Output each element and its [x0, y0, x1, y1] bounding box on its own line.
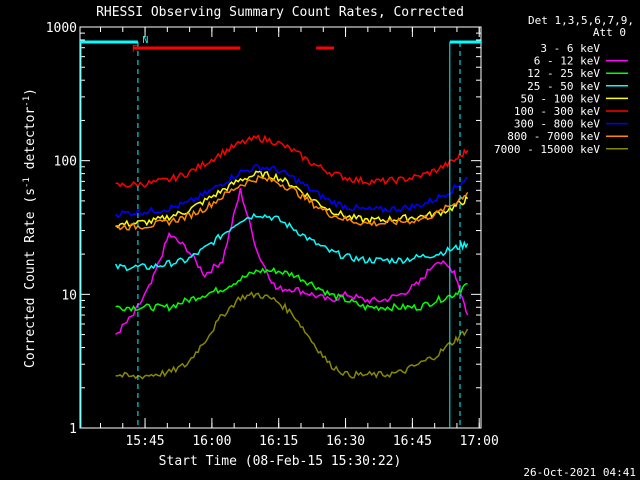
chart-title: RHESSI Observing Summary Count Rates, Co… — [96, 5, 464, 20]
series-layer — [114, 134, 469, 380]
x-axis: 15:45 16:00 16:15 16:30 16:45 17:00 — [99, 27, 499, 449]
x-tick-label: 15:45 — [125, 434, 164, 449]
series-line-0 — [115, 214, 469, 311]
night-marker: N — [142, 35, 148, 46]
legend-entry-label: 12 - 25 keV — [527, 67, 600, 80]
x-tick-label: 16:00 — [192, 434, 231, 449]
legend-entry-label: 100 - 300 keV — [514, 105, 600, 118]
y-axis: 1 10 100 1000 — [46, 21, 481, 437]
series-line-6 — [115, 163, 468, 218]
series-line-3 — [114, 212, 469, 272]
series-line-5 — [115, 134, 469, 189]
x-tick-label: 16:30 — [326, 434, 365, 449]
overlay-layer: FN — [80, 35, 481, 428]
legend-entry-label: 6 - 12 keV — [534, 55, 601, 68]
legend-header-line-1: Det 1,3,5,6,7,9, — [528, 14, 634, 27]
series-line-2 — [115, 266, 468, 313]
x-tick-label: 16:15 — [259, 434, 298, 449]
timestamp: 26-Oct-2021 04:41 — [523, 466, 636, 479]
flare-marker: F — [132, 44, 138, 55]
y-tick-label: 10 — [61, 288, 77, 303]
y-tick-label: 1000 — [46, 21, 77, 36]
series-line-4 — [115, 170, 469, 229]
x-tick-label: 17:00 — [460, 434, 499, 449]
legend-entry-label: 300 - 800 keV — [514, 118, 600, 131]
series-line-8 — [115, 291, 469, 380]
legend-entry-label: 800 - 7000 keV — [507, 130, 600, 143]
x-tick-label: 16:45 — [393, 434, 432, 449]
legend-entry-label: 50 - 100 keV — [521, 92, 601, 105]
x-axis-label: Start Time (08-Feb-15 15:30:22) — [159, 454, 402, 469]
legend-entry-label: 25 - 50 keV — [527, 80, 600, 93]
series-line-1 — [115, 187, 469, 336]
legend-header-line-2: Att 0 — [593, 26, 626, 39]
plot-frame — [79, 26, 482, 429]
y-axis-label: Corrected Count Rate (s-1 detector-1) — [22, 88, 38, 368]
series-line-7 — [115, 174, 469, 231]
y-tick-label: 1 — [69, 422, 77, 437]
legend-entry-label: 3 - 6 keV — [540, 42, 600, 55]
y-tick-label: 100 — [54, 155, 77, 170]
legend-entry-label: 7000 - 15000 keV — [494, 143, 600, 156]
